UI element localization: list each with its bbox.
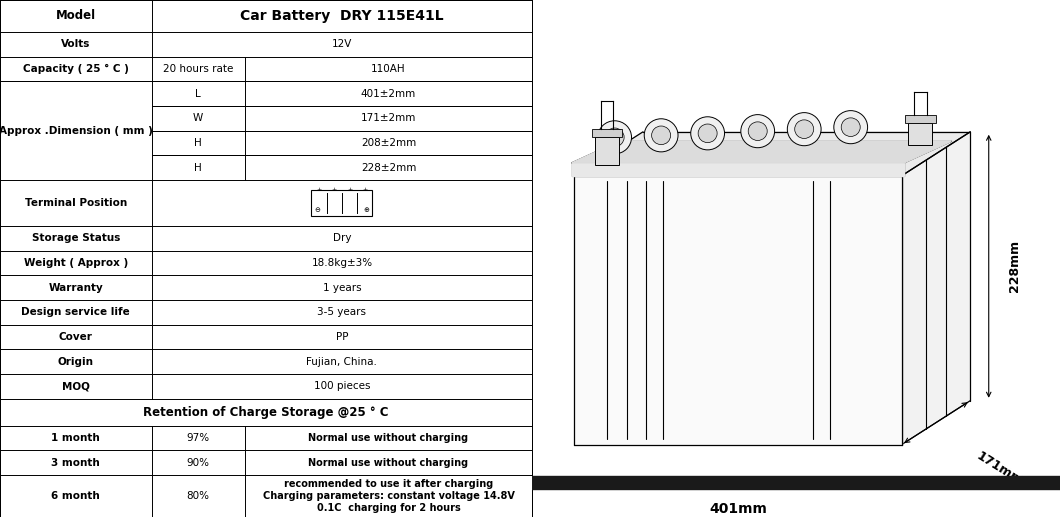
Circle shape bbox=[605, 128, 624, 147]
Circle shape bbox=[699, 124, 718, 143]
Text: Model: Model bbox=[56, 9, 95, 22]
Circle shape bbox=[652, 126, 671, 145]
Text: 18.8kg±3%: 18.8kg±3% bbox=[312, 258, 372, 268]
Text: 171±2mm: 171±2mm bbox=[360, 113, 417, 123]
Polygon shape bbox=[575, 176, 902, 445]
Circle shape bbox=[644, 119, 678, 152]
Polygon shape bbox=[575, 132, 970, 176]
Text: 208±2mm: 208±2mm bbox=[360, 138, 417, 148]
Text: Volts: Volts bbox=[61, 39, 90, 49]
Text: 20 hours rate: 20 hours rate bbox=[163, 64, 233, 74]
Text: 110AH: 110AH bbox=[371, 64, 406, 74]
Text: 3 month: 3 month bbox=[52, 458, 101, 467]
Text: Approx .Dimension ( mm ): Approx .Dimension ( mm ) bbox=[0, 126, 153, 135]
Text: 228mm: 228mm bbox=[1008, 240, 1021, 292]
Text: Terminal Position: Terminal Position bbox=[24, 198, 127, 208]
Bar bbox=[596, 137, 619, 165]
Text: 90%: 90% bbox=[187, 458, 210, 467]
Text: Fujian, China.: Fujian, China. bbox=[306, 357, 377, 367]
Text: 3-5 years: 3-5 years bbox=[317, 308, 367, 317]
Text: Capacity ( 25 ° C ): Capacity ( 25 ° C ) bbox=[23, 64, 128, 74]
Text: 401mm: 401mm bbox=[709, 502, 767, 516]
Bar bbox=[591, 129, 622, 137]
Text: 171mm: 171mm bbox=[974, 450, 1025, 489]
Text: 1 years: 1 years bbox=[322, 283, 361, 293]
Text: 6 month: 6 month bbox=[52, 491, 101, 501]
Text: 100 pieces: 100 pieces bbox=[314, 382, 370, 391]
Text: Design service life: Design service life bbox=[21, 308, 130, 317]
Circle shape bbox=[748, 122, 767, 141]
Polygon shape bbox=[571, 163, 904, 176]
Text: PP: PP bbox=[336, 332, 348, 342]
Text: 401±2mm: 401±2mm bbox=[360, 88, 417, 99]
Bar bbox=[905, 115, 936, 123]
Bar bbox=[312, 190, 372, 216]
Text: 1 month: 1 month bbox=[52, 433, 101, 443]
Text: Storage Status: Storage Status bbox=[32, 234, 120, 244]
Text: 97%: 97% bbox=[187, 433, 210, 443]
Text: ⊖: ⊖ bbox=[315, 207, 320, 213]
Bar bbox=[908, 123, 932, 145]
Text: Retention of Charge Storage @25 ° C: Retention of Charge Storage @25 ° C bbox=[143, 406, 389, 419]
Text: H: H bbox=[194, 138, 202, 148]
Circle shape bbox=[741, 115, 775, 148]
Text: Origin: Origin bbox=[58, 357, 94, 367]
Text: Car Battery  DRY 115E41L: Car Battery DRY 115E41L bbox=[240, 9, 444, 23]
Text: Warranty: Warranty bbox=[49, 283, 103, 293]
Text: Cover: Cover bbox=[59, 332, 93, 342]
Text: Normal use without charging: Normal use without charging bbox=[308, 433, 469, 443]
Text: W: W bbox=[193, 113, 204, 123]
Text: +: + bbox=[347, 187, 352, 192]
Text: L: L bbox=[195, 88, 201, 99]
Circle shape bbox=[788, 113, 822, 146]
Circle shape bbox=[795, 120, 814, 139]
Text: +: + bbox=[363, 187, 368, 192]
Text: Dry: Dry bbox=[333, 234, 351, 244]
Text: +: + bbox=[332, 187, 337, 192]
Text: ⊕: ⊕ bbox=[364, 207, 369, 213]
Text: 80%: 80% bbox=[187, 491, 210, 501]
Circle shape bbox=[842, 118, 861, 136]
Text: recommended to use it after charging
Charging parameters: constant voltage 14.8V: recommended to use it after charging Cha… bbox=[263, 479, 514, 512]
Circle shape bbox=[834, 111, 867, 144]
Polygon shape bbox=[902, 132, 970, 445]
Text: +: + bbox=[316, 187, 321, 192]
Text: Weight ( Approx ): Weight ( Approx ) bbox=[23, 258, 128, 268]
Circle shape bbox=[691, 117, 725, 150]
Polygon shape bbox=[571, 141, 952, 163]
Text: MOQ: MOQ bbox=[61, 382, 90, 391]
Text: Normal use without charging: Normal use without charging bbox=[308, 458, 469, 467]
Circle shape bbox=[598, 121, 632, 154]
Text: H: H bbox=[194, 162, 202, 173]
Text: 228±2mm: 228±2mm bbox=[360, 162, 417, 173]
Text: 12V: 12V bbox=[332, 39, 352, 49]
